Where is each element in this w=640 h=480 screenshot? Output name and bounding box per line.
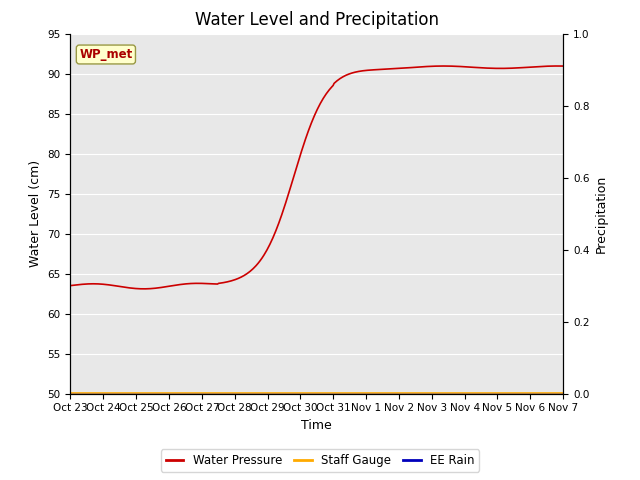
X-axis label: Time: Time	[301, 419, 332, 432]
Water Pressure	[301, 136, 309, 142]
Title: Water Level and Precipitation: Water Level and Precipitation	[195, 11, 439, 29]
Staff Gauge	[470, 391, 478, 396]
Water Pressure	[361, 68, 369, 73]
EE Rain	[470, 391, 478, 396]
Staff Gauge	[360, 391, 367, 396]
EE Rain	[333, 391, 341, 396]
Water Pressure	[548, 63, 556, 69]
Y-axis label: Precipitation: Precipitation	[595, 174, 608, 253]
Water Pressure	[554, 63, 562, 69]
Text: WP_met: WP_met	[79, 48, 132, 61]
Legend: Water Pressure, Staff Gauge, EE Rain: Water Pressure, Staff Gauge, EE Rain	[161, 449, 479, 472]
Water Pressure	[334, 77, 342, 83]
Water Pressure	[559, 63, 567, 69]
Water Pressure	[472, 64, 479, 70]
Staff Gauge	[559, 391, 567, 396]
EE Rain	[547, 391, 555, 396]
Water Pressure	[305, 128, 312, 134]
EE Rain	[303, 391, 311, 396]
EE Rain	[67, 391, 74, 396]
Staff Gauge	[333, 391, 341, 396]
EE Rain	[301, 391, 308, 396]
Water Pressure	[140, 286, 147, 292]
Line: Water Pressure: Water Pressure	[70, 66, 563, 289]
Staff Gauge	[301, 391, 308, 396]
EE Rain	[559, 391, 567, 396]
Staff Gauge	[303, 391, 311, 396]
EE Rain	[360, 391, 367, 396]
Water Pressure	[67, 283, 74, 288]
Staff Gauge	[67, 391, 74, 396]
Y-axis label: Water Level (cm): Water Level (cm)	[29, 160, 42, 267]
Staff Gauge	[547, 391, 555, 396]
